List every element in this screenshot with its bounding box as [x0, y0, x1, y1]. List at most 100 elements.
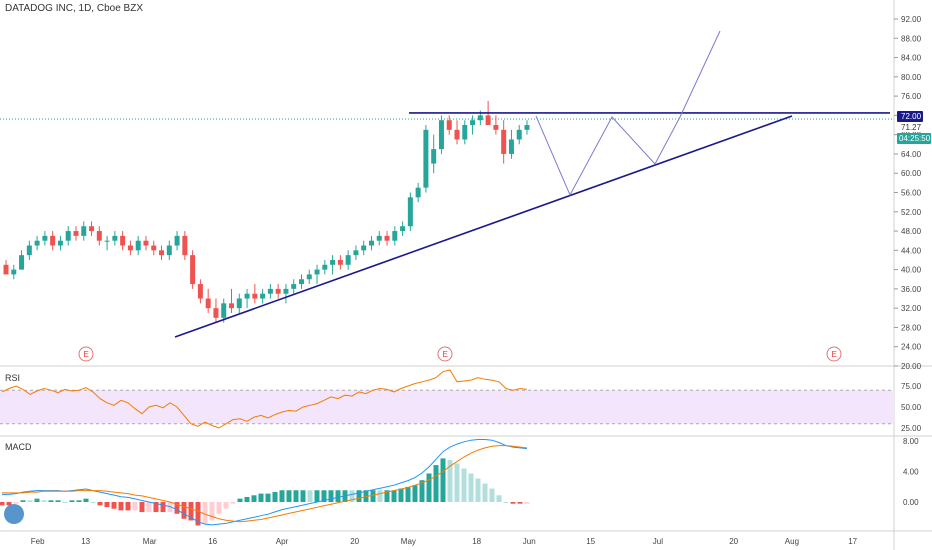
rsi-tick-label: 75.00: [901, 382, 922, 391]
macd-histogram-bar: [90, 502, 96, 503]
macd-histogram-bar: [195, 502, 201, 526]
candle-body: [501, 129, 507, 154]
candle-body: [423, 129, 429, 188]
time-axis-label: 17: [848, 537, 857, 546]
candle-body: [477, 115, 483, 121]
price-tick-label: 20.00: [901, 362, 922, 371]
macd-histogram-bar: [363, 490, 369, 502]
candle-body: [73, 231, 79, 236]
macd-histogram-bar: [286, 490, 292, 502]
countdown-label: 04:25:50: [899, 134, 931, 143]
candle-body: [361, 245, 367, 251]
time-axis-label: Mar: [143, 537, 157, 546]
candle-body: [104, 240, 110, 242]
candle-body: [19, 255, 25, 270]
macd-histogram-bar: [356, 490, 362, 502]
candle-body: [516, 129, 522, 140]
candle-body: [252, 293, 258, 299]
macd-histogram-bar: [20, 500, 26, 502]
price-tick-label: 84.00: [901, 54, 922, 63]
candle-body: [462, 125, 468, 140]
macd-histogram-bar: [272, 491, 278, 502]
candle-body: [322, 264, 328, 270]
macd-histogram-bar: [517, 502, 523, 504]
macd-histogram-bar: [97, 502, 103, 506]
price-tick-label: 36.00: [901, 285, 922, 294]
time-axis-label: Jul: [653, 537, 663, 546]
candle-body: [314, 269, 320, 275]
macd-histogram-bar: [447, 460, 453, 502]
macd-histogram-bar: [237, 498, 243, 502]
candle-body: [229, 303, 235, 309]
time-axis-label: 18: [472, 537, 481, 546]
macd-histogram-bar: [0, 502, 5, 506]
time-axis-label: 16: [208, 537, 217, 546]
macd-histogram-bar: [349, 490, 355, 502]
macd-histogram-bar: [412, 485, 418, 502]
macd-histogram-bar: [55, 500, 61, 502]
macd-histogram-bar: [510, 502, 516, 504]
price-tick-label: 40.00: [901, 266, 922, 275]
candle-body: [221, 303, 227, 318]
time-axis-label: 13: [81, 537, 90, 546]
earnings-marker-label: E: [84, 350, 89, 359]
macd-histogram-bar: [335, 490, 341, 502]
macd-histogram-bar: [265, 493, 271, 502]
macd-histogram-bar: [6, 502, 12, 506]
candle-body: [454, 129, 460, 140]
time-axis-label: Jun: [523, 537, 536, 546]
time-axis-label: 20: [729, 537, 738, 546]
macd-histogram-bar: [174, 502, 180, 514]
candle-body: [143, 240, 149, 246]
macd-tick-label: 4.00: [903, 468, 919, 477]
macd-histogram-bar: [223, 502, 229, 509]
candle-body: [65, 231, 71, 241]
candle-body: [353, 250, 359, 256]
macd-histogram-bar: [202, 502, 208, 524]
macd-histogram-bar: [279, 490, 285, 502]
macd-histogram-bar: [328, 490, 334, 502]
candle-body: [236, 298, 242, 309]
macd-histogram-bar: [405, 486, 411, 502]
macd-histogram-bar: [475, 478, 481, 502]
macd-histogram-bar: [482, 483, 488, 502]
macd-histogram-bar: [153, 502, 159, 513]
macd-histogram-bar: [41, 500, 47, 502]
candle-body: [524, 125, 530, 130]
macd-histogram-bar: [216, 502, 222, 514]
candle-body: [438, 120, 444, 150]
candle-body: [407, 197, 413, 227]
macd-histogram-bar: [398, 488, 404, 502]
earnings-marker-label: E: [832, 350, 837, 359]
macd-histogram-bar: [454, 463, 460, 502]
macd-histogram-bar: [461, 468, 467, 502]
macd-tick-label: 0.00: [903, 498, 919, 507]
candle-body: [166, 245, 172, 256]
candle-body: [197, 284, 203, 299]
macd-histogram-bar: [104, 502, 110, 508]
candle-body: [11, 269, 17, 275]
macd-histogram-bar: [503, 502, 509, 503]
candle-body: [298, 279, 304, 285]
macd-histogram-bar: [370, 490, 376, 502]
candle-body: [400, 226, 406, 232]
price-tick-label: 76.00: [901, 92, 922, 101]
candle-body: [112, 235, 118, 241]
candle-body: [415, 187, 421, 198]
price-tick-label: 64.00: [901, 150, 922, 159]
macd-histogram-bar: [314, 490, 320, 502]
time-axis-label: 15: [586, 537, 595, 546]
candle-body: [283, 288, 289, 294]
candle-body: [493, 125, 499, 130]
time-axis-label: Apr: [276, 537, 289, 546]
time-axis-label: 20: [350, 537, 359, 546]
time-axis-label: May: [401, 537, 416, 546]
candle-body: [3, 264, 9, 275]
price-tick-label: 48.00: [901, 227, 922, 236]
candle-body: [96, 231, 102, 241]
candle-body: [244, 293, 250, 299]
candle-body: [508, 139, 514, 154]
macd-histogram-bar: [188, 502, 194, 521]
macd-histogram-bar: [384, 490, 390, 502]
